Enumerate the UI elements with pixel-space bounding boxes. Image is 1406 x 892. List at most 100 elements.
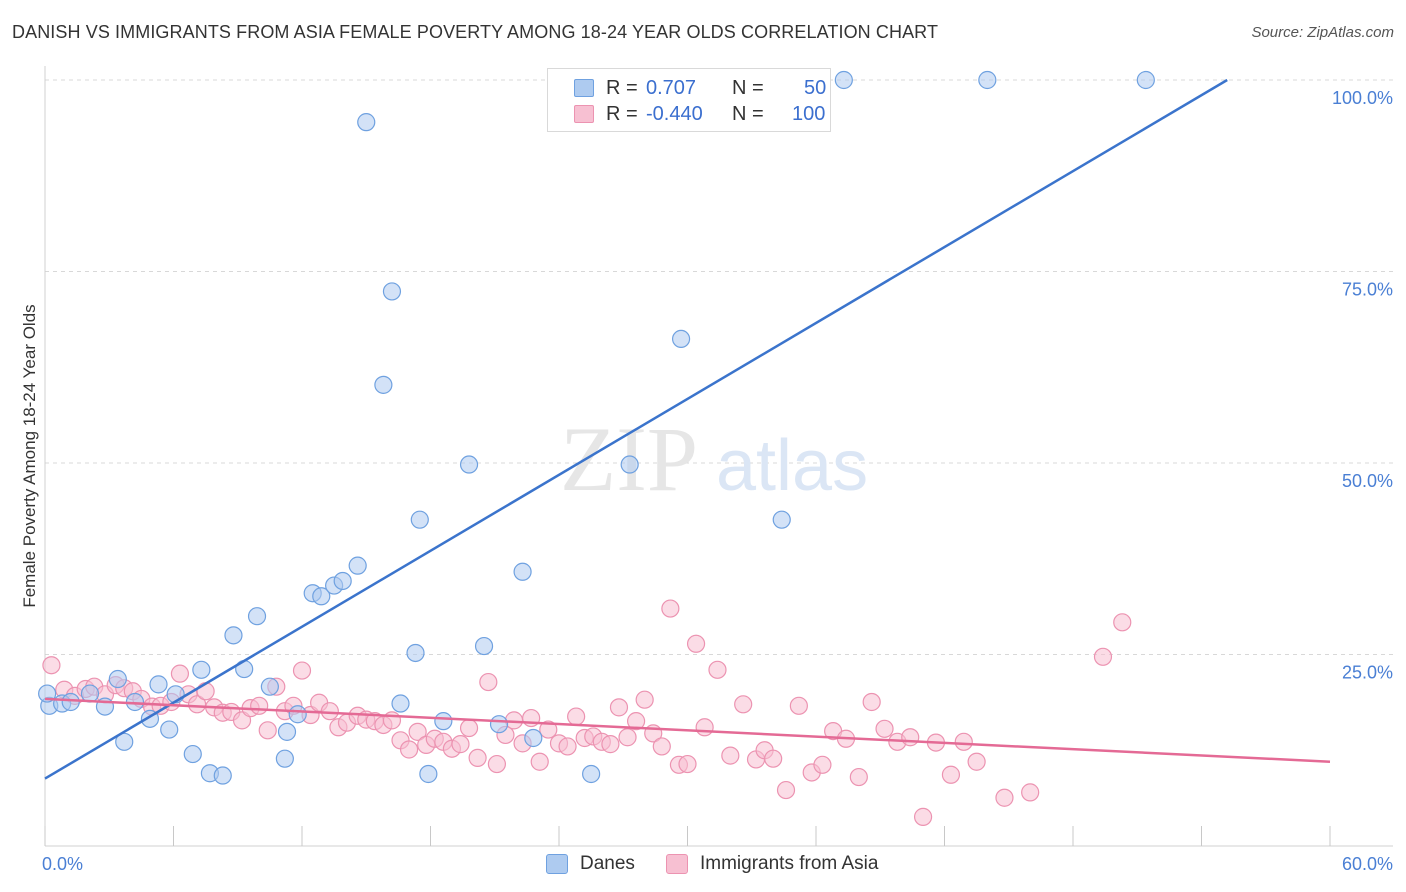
trend-line-immigrants <box>44 697 1331 763</box>
bottom-legend: Danes Immigrants from Asia <box>0 852 1406 878</box>
data-point-immigrants <box>609 698 629 717</box>
data-point-danes <box>382 282 402 301</box>
data-point-danes <box>260 677 279 696</box>
legend-n-label: N = <box>732 77 764 99</box>
data-point-immigrants <box>875 719 894 738</box>
data-point-immigrants <box>539 720 558 739</box>
data-point-danes <box>312 587 331 606</box>
data-point-immigrants <box>250 696 269 715</box>
data-point-immigrants <box>258 721 277 740</box>
data-point-danes <box>772 510 791 529</box>
data-point-danes <box>474 636 494 656</box>
danes-swatch <box>574 79 594 97</box>
data-point-immigrants <box>901 728 920 747</box>
data-point-immigrants <box>618 728 637 747</box>
data-point-danes <box>374 375 393 394</box>
data-point-immigrants <box>764 749 783 768</box>
data-point-immigrants <box>530 752 549 771</box>
data-point-danes <box>277 722 297 741</box>
data-point-danes <box>671 329 691 349</box>
x-tick-labels: 0.0% 60.0% <box>42 854 1393 874</box>
data-point-immigrants <box>813 755 832 774</box>
data-point-danes <box>620 455 639 474</box>
data-point-danes <box>224 626 243 645</box>
legend-n-label: N = <box>732 103 764 125</box>
data-point-danes <box>410 510 429 529</box>
data-point-danes <box>1136 70 1155 90</box>
data-point-immigrants <box>954 732 973 751</box>
legend-n-value: 50 <box>804 77 827 99</box>
data-point-immigrants <box>408 722 427 741</box>
data-point-immigrants <box>708 660 727 679</box>
data-point-immigrants <box>558 737 577 756</box>
data-point-immigrants <box>320 702 339 721</box>
data-point-danes <box>61 692 80 712</box>
y-tick-label: 50.0% <box>1342 471 1393 491</box>
legend-r-value: 0.707 <box>646 77 697 99</box>
immigrants-swatch <box>574 105 594 123</box>
y-axis-label: Female Poverty Among 18-24 Year Olds <box>20 304 39 607</box>
y-tick-label: 25.0% <box>1342 663 1393 683</box>
data-point-immigrants <box>734 695 753 714</box>
immigrants-swatch <box>666 854 688 874</box>
data-point-immigrants <box>635 690 654 709</box>
data-point-immigrants <box>196 682 215 701</box>
data-point-immigrants <box>292 661 312 680</box>
data-point-danes <box>978 70 997 90</box>
data-point-danes <box>213 766 232 785</box>
trend-line-danes <box>44 78 1228 780</box>
chart-title: DANISH VS IMMIGRANTS FROM ASIA FEMALE PO… <box>12 22 939 42</box>
data-point-immigrants <box>42 656 61 675</box>
data-point-immigrants <box>862 692 881 712</box>
y-tick-label: 100.0% <box>1332 88 1393 108</box>
data-point-danes <box>288 705 307 724</box>
data-point-immigrants <box>1093 647 1113 666</box>
data-point-danes <box>115 732 134 751</box>
data-point-immigrants <box>849 767 868 787</box>
data-point-immigrants <box>661 599 680 618</box>
data-point-danes <box>149 675 168 694</box>
data-point-immigrants <box>941 765 961 784</box>
data-point-danes <box>108 669 127 689</box>
data-point-immigrants <box>399 740 419 759</box>
y-tick-labels: 25.0% 50.0% 75.0% 100.0% <box>1332 88 1393 683</box>
source-label: Source: ZipAtlas.com <box>1251 24 1394 41</box>
data-point-immigrants <box>1113 613 1132 632</box>
data-point-danes <box>333 571 352 591</box>
data-point-danes <box>582 764 601 784</box>
legend-n-value: 100 <box>792 103 826 125</box>
data-point-immigrants <box>187 695 207 714</box>
watermark-atlas: atlas <box>716 426 868 506</box>
data-point-danes <box>489 715 509 734</box>
data-point-immigrants <box>601 735 620 754</box>
data-point-immigrants <box>695 718 714 737</box>
data-point-immigrants <box>995 788 1014 807</box>
data-point-danes <box>183 744 202 764</box>
data-point-immigrants <box>567 707 586 726</box>
x-tick-label: 0.0% <box>42 854 83 874</box>
axes <box>44 66 1393 847</box>
data-point-danes <box>834 70 853 90</box>
legend: R = 0.707 N = 50 R = -0.440 N = 100 <box>547 68 831 132</box>
data-point-danes <box>459 455 479 474</box>
legend-r-label: R = <box>606 103 638 125</box>
data-point-immigrants <box>721 746 740 765</box>
data-point-immigrants <box>451 735 470 754</box>
data-point-immigrants <box>468 748 487 768</box>
x-tick-label: 60.0% <box>1342 854 1393 874</box>
data-point-immigrants <box>913 807 933 826</box>
data-point-danes <box>247 607 267 626</box>
data-point-immigrants <box>776 780 796 800</box>
data-point-danes <box>391 694 410 713</box>
danes-label: Danes <box>580 853 635 874</box>
data-point-danes <box>406 643 425 663</box>
data-point-immigrants <box>626 712 646 731</box>
immigrants-label: Immigrants from Asia <box>700 853 879 874</box>
data-point-immigrants <box>487 754 506 774</box>
series-immigrants-from-asia <box>42 599 1132 826</box>
data-point-danes <box>275 749 294 768</box>
legend-r-label: R = <box>606 77 638 99</box>
data-point-danes <box>80 684 100 703</box>
data-point-danes <box>419 764 438 784</box>
